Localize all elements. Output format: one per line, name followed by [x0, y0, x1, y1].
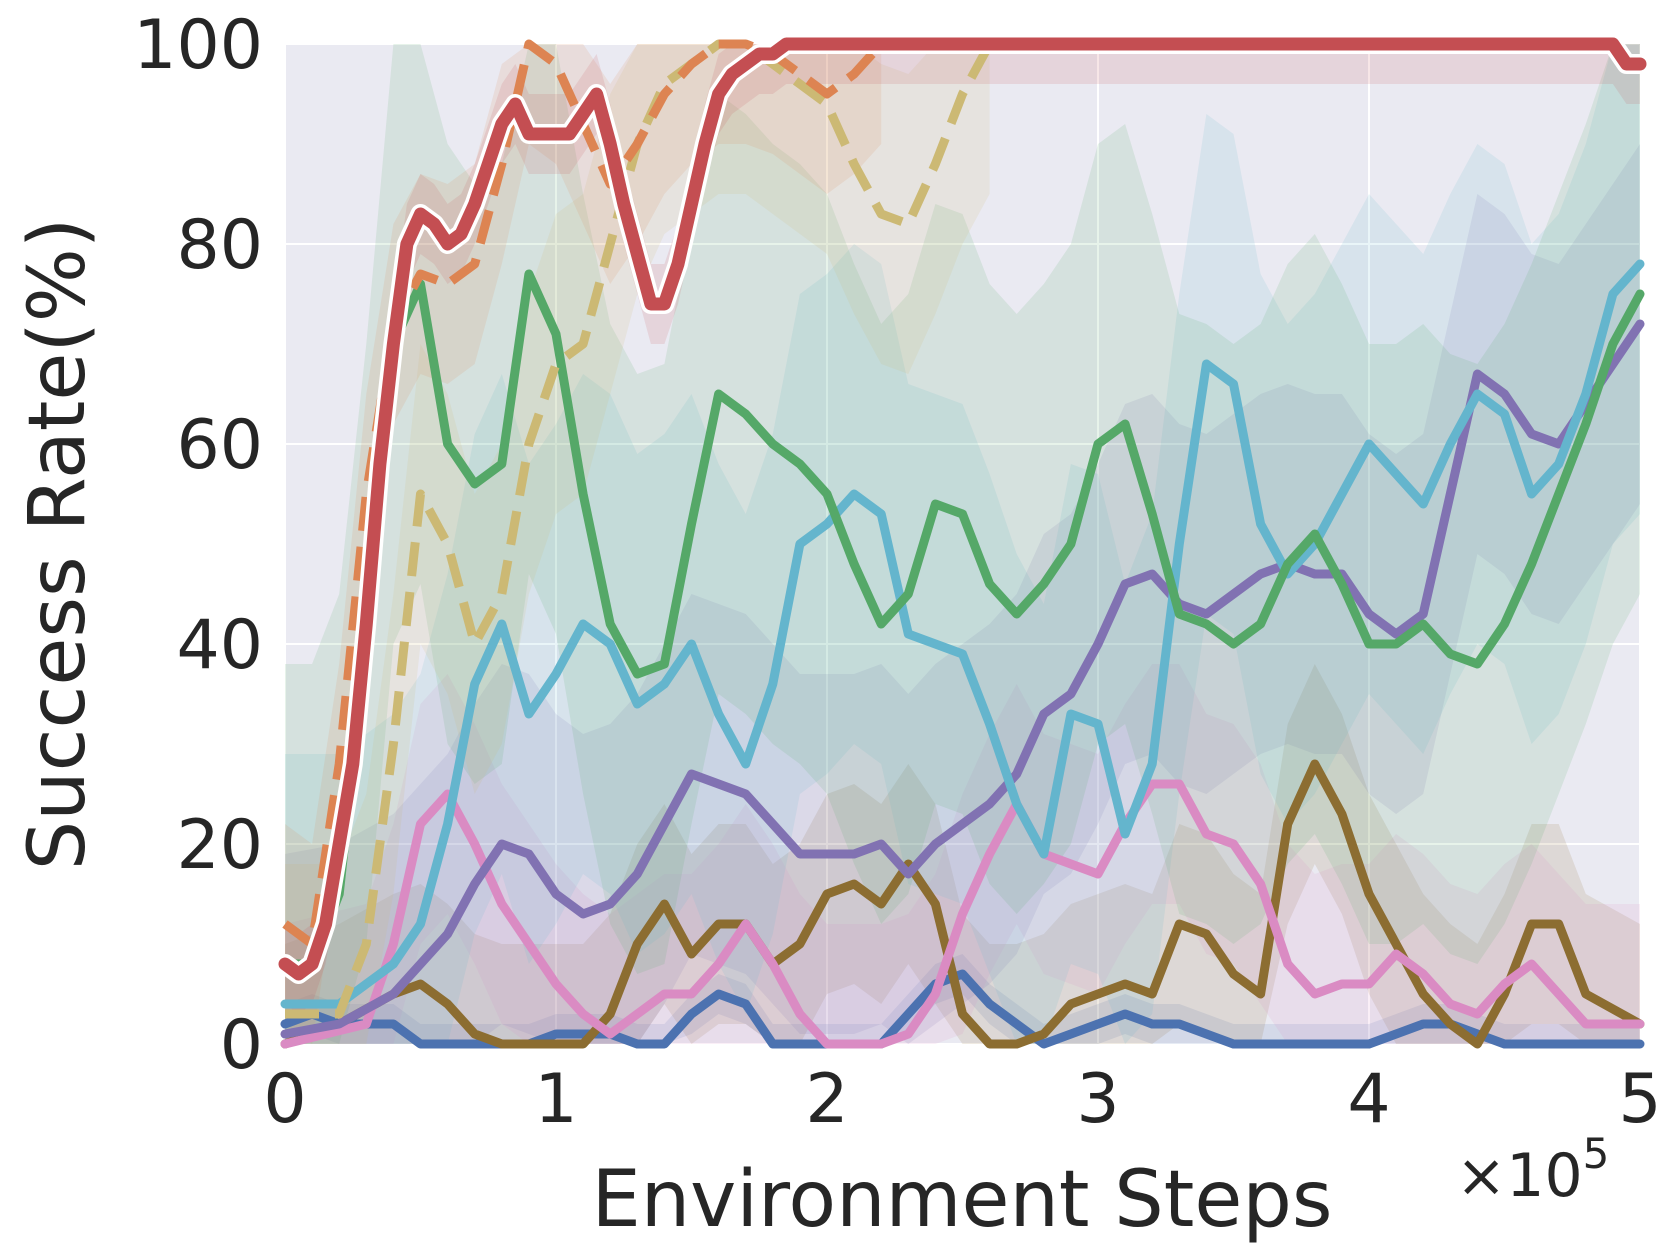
y-tick-label: 60: [176, 406, 263, 485]
series-1-band: [285, 664, 1640, 1044]
series-3-band: [285, 144, 1640, 1044]
series-2-line: [280, 779, 1645, 1049]
y-tick-label: 100: [133, 6, 263, 85]
series-4-line: [280, 259, 1645, 1009]
series-7-band: [285, 44, 882, 1044]
y-tick-label: 20: [176, 806, 263, 885]
x-tick-label: 4: [1347, 1060, 1390, 1139]
y-axis-label: Success Rate(%): [13, 218, 103, 871]
series-2-band: [285, 664, 1640, 1044]
series-8-line: [278, 37, 1647, 981]
x-tick-label: 3: [1076, 1060, 1119, 1139]
series-lines: [275, 34, 1650, 1049]
x-axis-label: Environment Steps: [591, 1155, 1332, 1245]
series-3-line: [280, 319, 1645, 1039]
x-multiplier-label: ×105: [1456, 1129, 1609, 1211]
y-tick-label: 0: [220, 1006, 263, 1085]
series-5-line: [280, 269, 1645, 969]
x-multiplier-base: ×10: [1456, 1141, 1583, 1211]
x-tick-label: 1: [534, 1060, 577, 1139]
x-tick-label: 5: [1618, 1060, 1661, 1139]
y-tick-label: 40: [176, 606, 263, 685]
y-tick-label: 80: [176, 206, 263, 285]
x-tick-labels: 0 1 2 3 4 5: [263, 1060, 1661, 1139]
x-tick-label: 0: [263, 1060, 306, 1139]
x-tick-label: 2: [805, 1060, 848, 1139]
y-tick-labels: 0 20 40 60 80 100: [133, 6, 263, 1085]
x-multiplier-exponent: 5: [1583, 1129, 1610, 1178]
